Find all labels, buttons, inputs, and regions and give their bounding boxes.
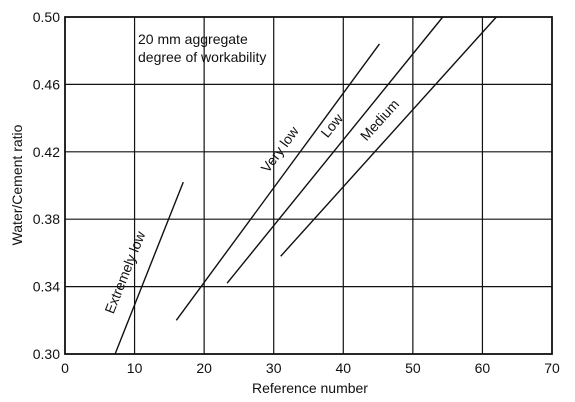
y-tick-label: 0.30 <box>33 346 60 362</box>
y-tick-label: 0.46 <box>33 76 60 92</box>
grid <box>65 17 552 354</box>
y-tick-labels: 0.30 0.34 0.38 0.42 0.46 0.50 <box>33 9 60 362</box>
x-tick-label: 50 <box>405 360 421 376</box>
y-tick-label: 0.50 <box>33 9 60 25</box>
annotation-line-1: 20 mm aggregate <box>138 31 248 47</box>
x-tick-label: 20 <box>196 360 212 376</box>
x-tick-label: 0 <box>61 360 69 376</box>
x-tick-label: 10 <box>127 360 143 376</box>
series-line <box>175 43 381 321</box>
series-lines <box>114 16 497 355</box>
x-axis-title: Reference number <box>252 380 368 396</box>
y-axis-title: Water/Cement ratio <box>9 124 25 245</box>
series-line <box>226 16 444 284</box>
series-label: Extremely low <box>101 228 148 316</box>
x-tick-labels: 0 10 20 30 40 50 60 70 <box>61 360 560 376</box>
series-line <box>114 181 184 355</box>
y-tick-label: 0.42 <box>33 144 60 160</box>
series-labels: Extremely low Very low Low Medium <box>101 96 402 316</box>
y-tick-label: 0.34 <box>33 279 60 295</box>
series-label: Very low <box>258 123 303 176</box>
plot-frame <box>64 16 553 355</box>
series-label: Low <box>317 110 346 141</box>
y-tick-label: 0.38 <box>33 211 60 227</box>
annotation-line-2: degree of workability <box>138 49 266 65</box>
x-tick-label: 70 <box>544 360 560 376</box>
x-tick-label: 60 <box>475 360 491 376</box>
x-tick-label: 30 <box>266 360 282 376</box>
series-label: Medium <box>357 96 402 144</box>
x-tick-label: 40 <box>335 360 351 376</box>
series-line <box>280 16 497 257</box>
